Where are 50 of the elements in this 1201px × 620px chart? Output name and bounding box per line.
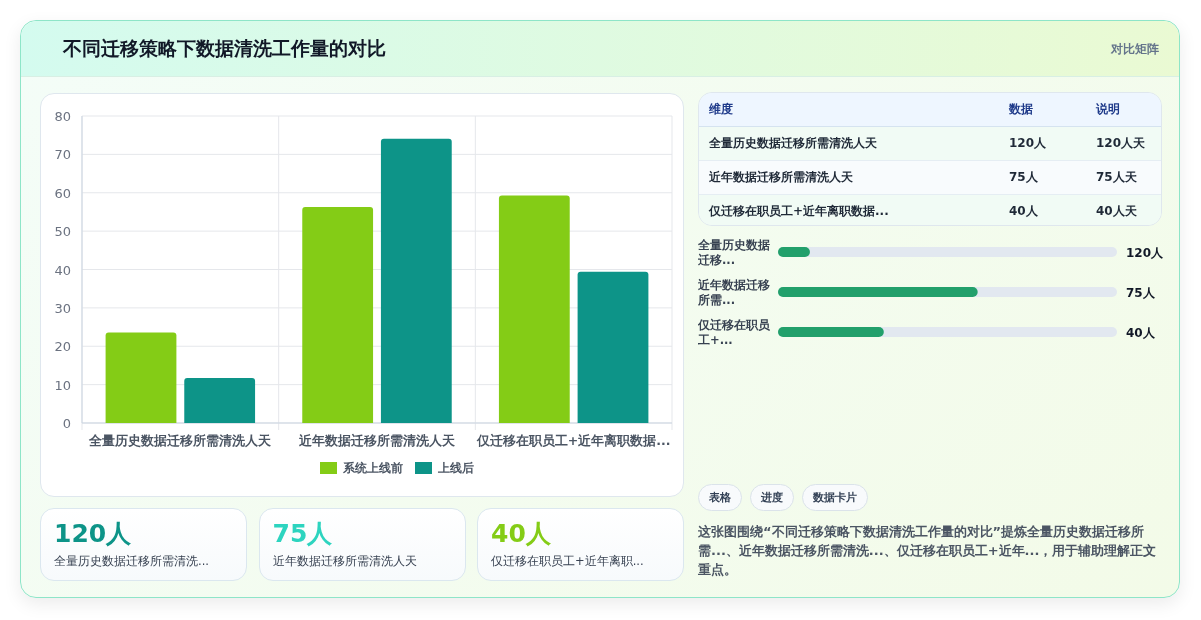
text: 全量历史数据迁移所需清洗... xyxy=(54,554,209,569)
y-tick-label: 70 xyxy=(54,147,71,163)
bar xyxy=(184,378,256,423)
text: 近年数据迁移所需清洗人天 xyxy=(272,554,417,569)
text: 75人天 xyxy=(1096,170,1137,184)
category-label: 维度 xyxy=(699,93,999,127)
text: 75人 xyxy=(1009,170,1038,184)
text: 120人 xyxy=(1126,246,1165,260)
bar xyxy=(105,332,177,423)
text: 对比矩阵 xyxy=(1111,41,1159,58)
bar xyxy=(577,271,649,423)
text: 这张图围绕“不同迁移策略下数据清洗工作量的对比”提炼全量历史数据迁移所需...、近年数据迁移所需清洗...、仅迁移在职员工+近年...，用于辅助理解正文重点。 xyxy=(698,523,1158,579)
y-tick-label: 10 xyxy=(54,377,71,393)
category-label: 数据 xyxy=(999,93,1086,127)
text: 40人 xyxy=(1126,326,1156,340)
text: 进度 xyxy=(750,484,794,511)
y-tick-label: 仅迁移在职员工+... xyxy=(698,318,771,348)
x-tick-label: 仅迁移在职员工+近年离职数据... xyxy=(475,433,671,448)
bar xyxy=(302,206,374,423)
text: 不同迁移策略下数据清洗工作量的对比 xyxy=(63,36,386,61)
y-tick-label: 50 xyxy=(54,224,71,240)
text: 40人天 xyxy=(1096,204,1137,218)
x-tick-label: 近年数据迁移所需清洗人天 xyxy=(298,433,455,448)
text: 40人 xyxy=(1009,204,1038,218)
y-tick-label: 30 xyxy=(54,300,71,316)
legend-label: 上线后 xyxy=(437,461,474,475)
category-label: 说明 xyxy=(1086,93,1161,127)
text: 75人 xyxy=(272,518,333,550)
legend-label: 系统上线前 xyxy=(342,461,403,475)
y-tick-label: 80 xyxy=(54,109,71,124)
category-label: 全量历史数据迁移所需清洗人天 xyxy=(709,136,877,150)
text: 120人 xyxy=(54,518,132,550)
y-tick-label: 全量历史数据迁移... xyxy=(698,238,771,268)
text: 120人天 xyxy=(1096,136,1146,150)
x-tick-label: 全量历史数据迁移所需清洗人天 xyxy=(88,433,272,448)
bar xyxy=(380,138,452,423)
bar xyxy=(498,195,570,423)
y-tick-label: 40 xyxy=(54,262,71,278)
y-tick-label: 0 xyxy=(62,416,71,431)
y-tick-label: 20 xyxy=(54,339,71,355)
category-label: 近年数据迁移所需清洗人天 xyxy=(709,170,853,184)
text: 75人 xyxy=(1126,286,1156,300)
text: 表格 xyxy=(698,484,742,511)
text: 40人 xyxy=(491,518,551,550)
y-tick-label: 60 xyxy=(54,185,71,201)
text: 仅迁移在职员工+近年离职... xyxy=(491,554,644,569)
category-label: 仅迁移在职员工+近年离职数据... xyxy=(709,204,889,218)
y-tick-label: 近年数据迁移所需... xyxy=(698,278,771,308)
text: 数据卡片 xyxy=(802,484,868,511)
text: 120人 xyxy=(1009,136,1047,150)
